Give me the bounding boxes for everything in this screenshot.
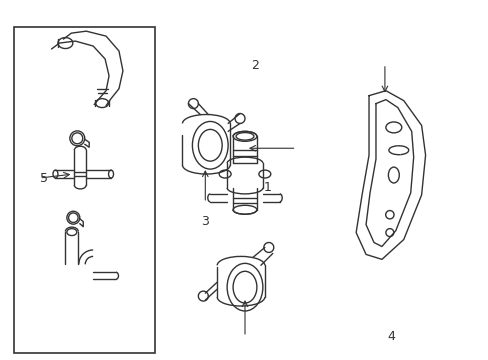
Text: 4: 4 <box>386 330 394 343</box>
Text: 1: 1 <box>264 181 271 194</box>
Text: 3: 3 <box>201 215 209 228</box>
Text: 2: 2 <box>250 59 258 72</box>
Bar <box>14 27 154 353</box>
Text: 5: 5 <box>40 171 47 185</box>
